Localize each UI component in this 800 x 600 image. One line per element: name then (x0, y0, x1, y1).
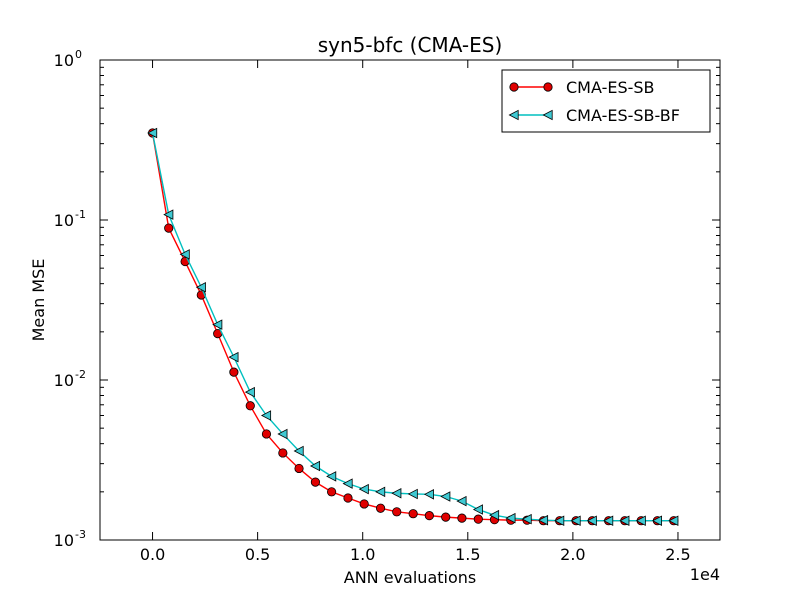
data-point (309, 460, 321, 472)
data-point (293, 445, 304, 457)
data-point (179, 249, 190, 260)
data-point (260, 410, 272, 421)
x-tick-label: 0.0 (140, 545, 165, 564)
data-point (521, 513, 532, 525)
y-tick-label-base: 10 (54, 51, 74, 70)
data-point (375, 486, 386, 498)
data-point (244, 386, 255, 398)
y-tick-label: 10 -1 (54, 208, 86, 230)
legend-label: CMA-ES-SB (566, 78, 655, 97)
legend-entry: CMA-ES-SB (509, 78, 655, 97)
legend-box (501, 69, 711, 133)
data-point (423, 489, 434, 500)
data-point (164, 223, 174, 233)
y-axis-label: Mean MSE (29, 259, 48, 342)
data-point (441, 512, 451, 522)
legend: CMA-ES-SB CMA-ES-SB-BF (501, 69, 711, 133)
y-tick-label-exponent: -2 (75, 368, 86, 381)
data-point (392, 507, 402, 517)
x-tick-label: 1.5 (455, 545, 480, 564)
data-point (457, 513, 467, 523)
data-point (505, 512, 516, 524)
data-point (408, 509, 418, 519)
data-point (163, 209, 174, 220)
data-point (472, 504, 483, 515)
data-point (635, 515, 646, 526)
data-point (326, 471, 337, 482)
legend-label: CMA-ES-SB-BF (566, 106, 680, 125)
x-tick-label: 2.5 (665, 545, 690, 564)
data-point (278, 448, 288, 458)
data-point (343, 493, 353, 503)
y-tick-label: 10 0 (54, 48, 82, 70)
data-point (375, 503, 386, 513)
data-point (245, 401, 255, 411)
data-point (358, 483, 369, 495)
data-point (391, 487, 402, 499)
data-point (147, 127, 158, 139)
chart-title: syn5-bfc (CMA-ES) (318, 33, 503, 57)
data-point (456, 495, 467, 507)
y-tick-label-exponent: 0 (75, 48, 82, 61)
legend-marker (508, 109, 519, 121)
legend-marker (542, 109, 553, 121)
x-tick-label: 1.0 (350, 545, 375, 564)
x-axis-label: ANN evaluations (344, 568, 476, 587)
data-point (554, 515, 565, 526)
y-tick-label: 10 -3 (54, 528, 86, 550)
y-tick-label-base: 10 (54, 531, 74, 550)
plot-area (99, 59, 721, 541)
data-point (603, 515, 614, 526)
data-point (489, 509, 500, 521)
data-point (228, 351, 239, 363)
series-cma-es-sb-bf (147, 127, 679, 526)
data-point (359, 499, 369, 509)
data-point (407, 488, 418, 500)
data-point (440, 491, 451, 502)
data-point (537, 514, 549, 526)
data-point (195, 281, 206, 293)
legend-marker (509, 82, 519, 92)
data-point (342, 478, 353, 489)
data-point (294, 463, 304, 474)
legend-entry: CMA-ES-SB-BF (508, 106, 680, 125)
legend-marker (543, 82, 553, 92)
y-tick-label-exponent: -1 (75, 208, 86, 221)
data-point (212, 319, 223, 330)
y-tick-label-exponent: -3 (75, 528, 86, 541)
data-point (310, 477, 321, 487)
data-point (668, 515, 679, 526)
y-tick-label-base: 10 (54, 371, 74, 390)
y-tick-label-base: 10 (54, 211, 74, 230)
data-point (473, 514, 483, 524)
y-tick-label: 10 -2 (54, 368, 86, 390)
data-point (277, 428, 288, 440)
x-axis-offset-label: 1e4 (690, 565, 720, 584)
data-point (424, 511, 434, 521)
x-tick-label: 2.0 (560, 545, 585, 564)
data-point (619, 515, 630, 526)
data-point (229, 367, 239, 377)
data-point (261, 429, 272, 439)
data-point (570, 515, 581, 526)
x-tick-label: 0.5 (245, 545, 270, 564)
data-point (327, 487, 337, 497)
data-point (586, 515, 597, 526)
data-point (651, 515, 662, 526)
